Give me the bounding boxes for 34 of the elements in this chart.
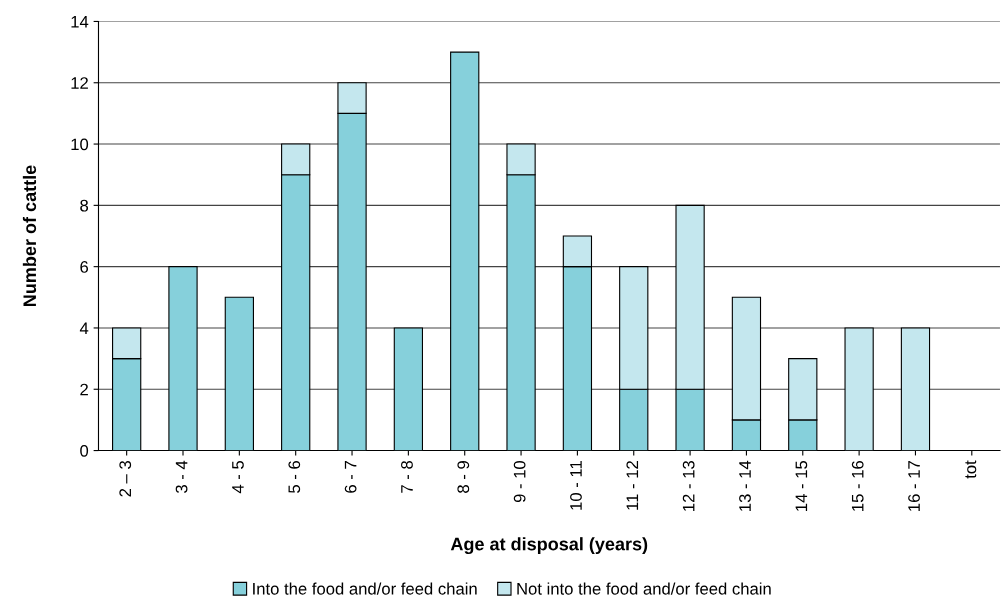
x-tick-label: 4 - 5: [232, 460, 244, 494]
x-tick-label: 7 - 8: [401, 461, 413, 493]
legend-label: Into the food and/or feed chain: [253, 582, 477, 595]
y-tick-label: 10: [71, 138, 89, 151]
x-tick-label: 14 - 15: [795, 460, 808, 511]
y-axis-title: Number of cattle: [22, 165, 37, 307]
y-tick-label: 0: [80, 444, 89, 457]
x-tick-label: 11 - 12: [626, 461, 639, 510]
x-tick-label: 5 - 6: [288, 461, 301, 493]
x-tick-label: 10 - 11: [570, 461, 582, 510]
x-axis-title: Age at disposal (years): [450, 537, 648, 555]
x-tick-label: 12 - 13: [682, 461, 695, 511]
bar: [900, 327, 931, 451]
bar: [393, 327, 424, 451]
y-tick-label: 2: [80, 383, 88, 396]
y-tick-label: 4: [79, 322, 89, 334]
x-tick-label: tot: [965, 460, 977, 479]
x-tick-label: 2 – 3: [119, 461, 132, 497]
x-tick-label: 13 - 14: [739, 460, 751, 511]
x-tick-label: 9 - 10: [513, 460, 526, 503]
x-tick-label: 8 - 9: [457, 461, 470, 493]
x-tick-label: 15 - 16: [851, 461, 864, 511]
y-tick-label: 12: [71, 77, 88, 89]
y-tick-label: 8: [80, 199, 89, 212]
y-tick-label: 6: [80, 261, 89, 273]
x-tick-label: 6 - 7: [344, 461, 357, 493]
legend-label: Not into the food and/or feed chain: [517, 582, 771, 595]
x-tick-label: 16 - 17: [908, 461, 920, 511]
y-tick-label: 14: [71, 16, 89, 28]
x-tick-label: 3 - 4: [175, 460, 188, 493]
bar: [168, 266, 198, 451]
bar: [844, 327, 874, 451]
bar: [450, 51, 480, 451]
bar: [224, 296, 254, 451]
